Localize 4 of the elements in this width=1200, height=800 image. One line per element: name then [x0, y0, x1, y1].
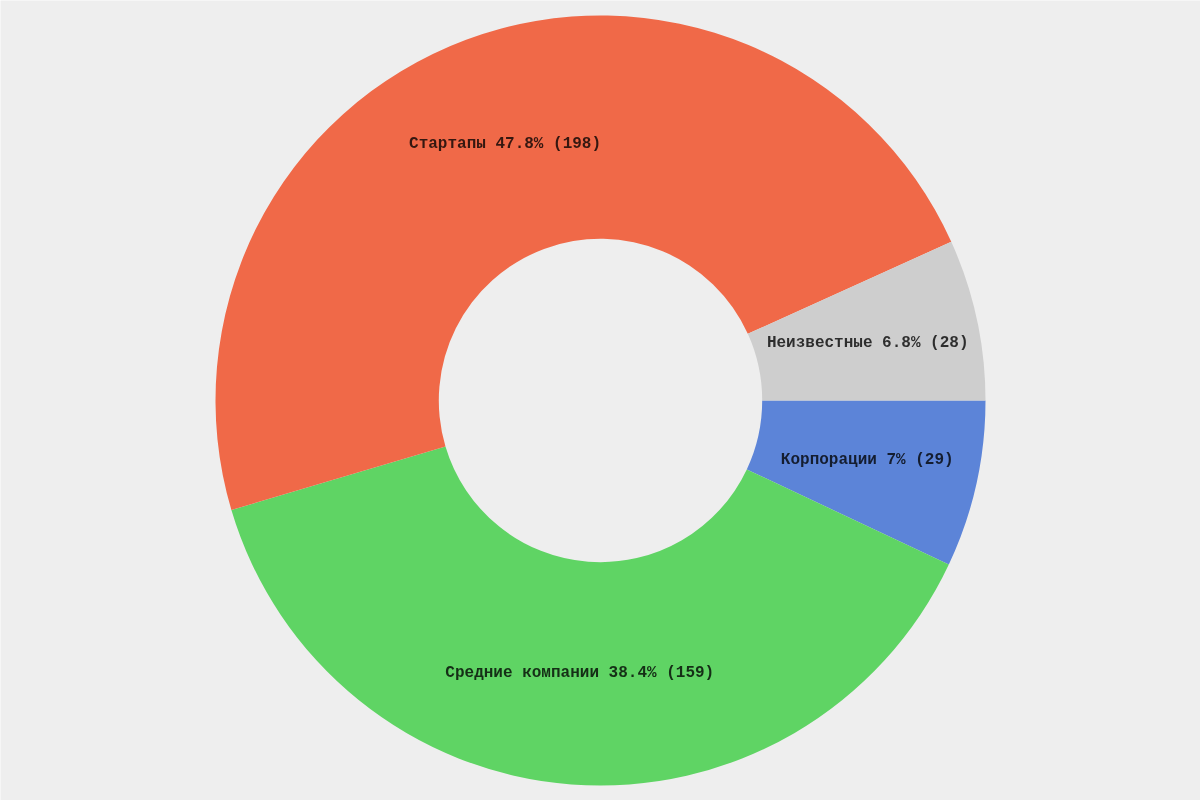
slice-label: Стартапы 47.8% (198) [409, 135, 602, 154]
slice-label: Средние компании 38.4% (159) [445, 664, 715, 683]
slice-label: Корпорации 7% (29) [780, 451, 954, 470]
slice-label: Неизвестные 6.8% (28) [766, 333, 969, 352]
